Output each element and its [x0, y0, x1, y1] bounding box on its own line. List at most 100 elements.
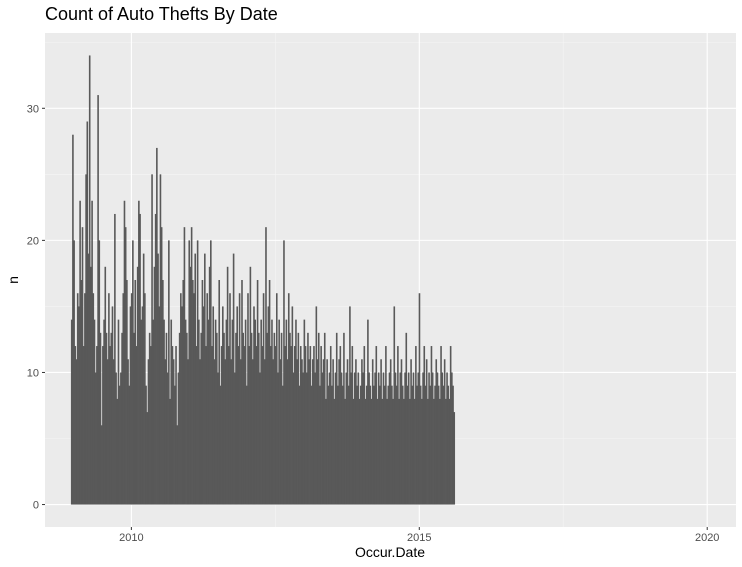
bar [78, 306, 80, 505]
bar [116, 398, 119, 505]
bar [112, 359, 115, 505]
bar [114, 213, 116, 505]
bar [376, 398, 379, 505]
bar [187, 359, 189, 505]
bar [81, 227, 84, 505]
bar [289, 332, 291, 505]
bar [343, 332, 345, 505]
bar [394, 372, 397, 505]
bar [320, 346, 322, 505]
bar [359, 385, 362, 505]
x-tick-label: 2020 [695, 532, 719, 544]
bar [307, 332, 309, 505]
bar [398, 398, 400, 505]
bar [446, 372, 448, 505]
bar [213, 359, 216, 505]
bar [445, 398, 447, 505]
bar [250, 332, 253, 505]
bar [239, 359, 242, 505]
bar [130, 293, 133, 505]
bar [229, 293, 231, 505]
bar [269, 346, 272, 505]
bar [370, 398, 373, 505]
bar [217, 372, 219, 505]
bar [224, 359, 227, 505]
bar [235, 332, 237, 505]
bar [367, 319, 369, 505]
bar [105, 332, 108, 505]
bar [205, 346, 207, 505]
bar [328, 372, 331, 505]
bar [142, 253, 145, 505]
bar [383, 385, 386, 505]
bar [122, 293, 125, 505]
bar [279, 359, 282, 505]
bar [93, 319, 96, 505]
bar [267, 306, 270, 505]
bar [160, 227, 163, 505]
bar [166, 372, 169, 505]
bar [431, 372, 434, 505]
bar [436, 372, 439, 505]
bar [331, 385, 333, 505]
bar [292, 372, 295, 505]
bar [226, 266, 229, 505]
bar [387, 385, 390, 505]
bar [351, 346, 354, 505]
bar [192, 280, 194, 505]
y-tick-label: 10 [27, 367, 39, 379]
bar [296, 359, 298, 505]
bar [268, 280, 271, 505]
bar [135, 346, 138, 505]
bar [190, 227, 193, 505]
bar [104, 266, 107, 505]
bar [111, 306, 114, 505]
bar [452, 385, 454, 505]
bar [259, 372, 261, 505]
bar [156, 147, 158, 505]
bar [238, 293, 241, 505]
bar [425, 359, 428, 505]
bar [364, 398, 367, 505]
bar [358, 398, 361, 505]
bar [230, 359, 233, 505]
bar [92, 293, 95, 505]
bar [72, 134, 74, 505]
bar [204, 253, 206, 505]
bar [404, 372, 406, 505]
bar [151, 174, 153, 505]
bar [379, 385, 381, 505]
bar [214, 319, 217, 505]
bar [449, 346, 452, 505]
bar [84, 293, 86, 505]
bar [274, 346, 277, 505]
bar [208, 266, 211, 505]
bar [363, 346, 366, 505]
bar [158, 306, 161, 505]
bar [234, 372, 236, 505]
bar [332, 359, 334, 505]
y-tick-label: 30 [27, 103, 39, 115]
bar [74, 346, 77, 505]
bar [308, 359, 310, 505]
bar [132, 240, 134, 505]
bar [128, 385, 131, 505]
bar [338, 359, 340, 505]
bar [443, 359, 446, 505]
bar [244, 319, 247, 505]
bar [350, 372, 352, 505]
bar [340, 372, 343, 505]
bar [293, 346, 296, 505]
bar [222, 306, 224, 505]
bar [146, 412, 149, 505]
bar [118, 385, 121, 505]
bar [397, 346, 399, 505]
bar [206, 293, 209, 505]
bar [395, 385, 398, 505]
bar [298, 385, 301, 505]
bar [327, 385, 330, 505]
bar [188, 240, 191, 505]
bar [326, 359, 328, 505]
bar [353, 372, 356, 505]
